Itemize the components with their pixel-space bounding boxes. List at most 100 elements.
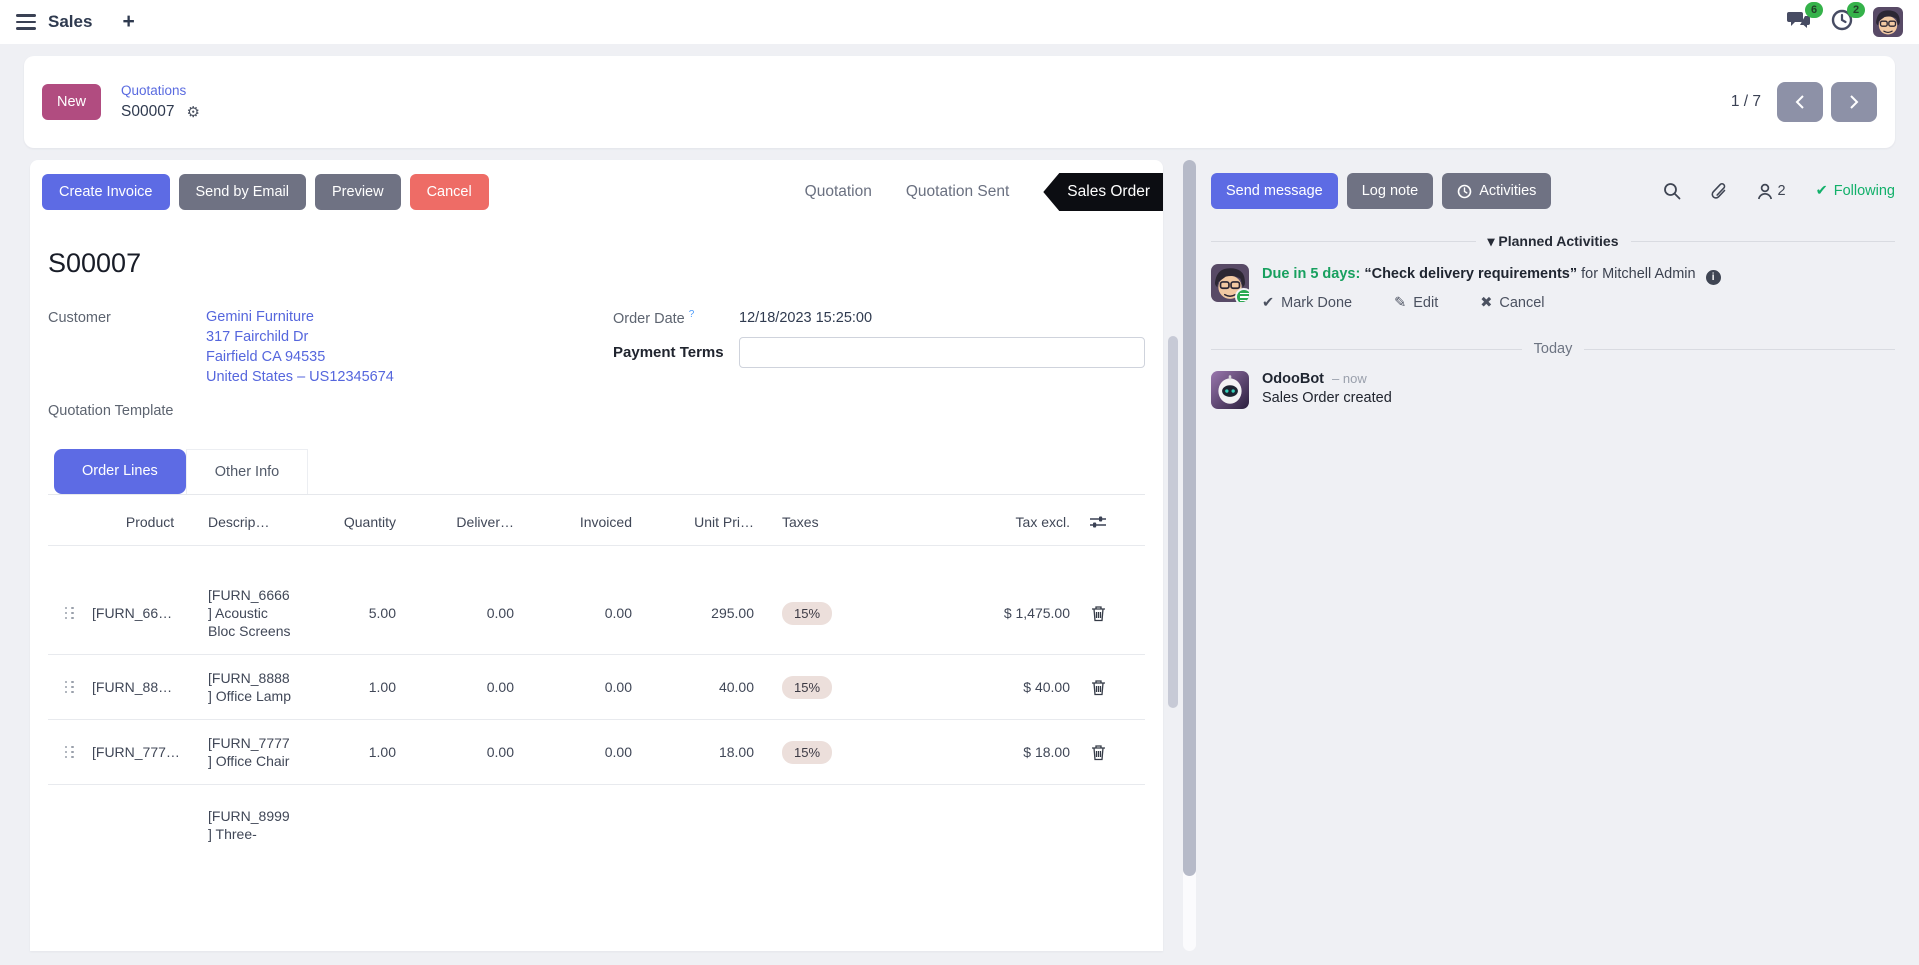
activities-clock-icon[interactable]: 2	[1831, 1, 1865, 36]
customer-label: Customer	[48, 310, 111, 326]
cell-invoiced[interactable]: 0.00	[604, 744, 632, 760]
followers-button[interactable]: 2	[1757, 183, 1786, 200]
message-author[interactable]: OdooBot	[1262, 371, 1325, 387]
cell-product[interactable]: [FURN_88…	[92, 679, 173, 695]
tab-order-lines[interactable]: Order Lines	[54, 449, 186, 494]
activity-user-avatar[interactable]	[1211, 264, 1249, 302]
customer-name-link[interactable]: Gemini Furniture	[206, 309, 314, 325]
create-invoice-button[interactable]: Create Invoice	[42, 174, 170, 210]
customer-address-country[interactable]: United States – US12345674	[206, 369, 394, 385]
table-row[interactable]: [FURN_8999] Three-	[48, 785, 1145, 857]
cell-description[interactable]: [FURN_6666] Acoustic Bloc Screens	[208, 587, 291, 639]
cell-unit-price[interactable]: 295.00	[711, 605, 754, 621]
delete-row-button[interactable]	[1091, 744, 1106, 761]
chatter-message[interactable]: OdooBot – now Sales Order created	[1211, 371, 1895, 409]
following-button[interactable]: ✔ Following	[1815, 183, 1895, 199]
tab-other-info[interactable]: Other Info	[185, 449, 309, 494]
cell-invoiced[interactable]: 0.00	[604, 605, 632, 621]
cancel-activity-button[interactable]: ✖ Cancel	[1480, 295, 1545, 311]
payment-terms-label: Payment Terms	[613, 343, 724, 361]
cell-description[interactable]: [FURN_8888] Office Lamp	[208, 670, 292, 704]
edit-activity-button[interactable]: ✎ Edit	[1394, 295, 1439, 311]
delete-row-button[interactable]	[1091, 605, 1106, 622]
cell-unit-price[interactable]: 40.00	[718, 679, 754, 695]
page-scrollbar-track[interactable]	[1183, 160, 1196, 951]
table-row[interactable]: [FURN_88… [FURN_8888] Office Lamp 1.00 0…	[48, 655, 1145, 720]
help-icon[interactable]: ?	[688, 309, 695, 320]
cell-description[interactable]: [FURN_8999] Three-	[208, 808, 290, 842]
page-scrollbar-thumb[interactable]	[1183, 160, 1196, 876]
cell-product[interactable]: [FURN_66…	[92, 605, 173, 621]
col-unit-price[interactable]: Unit Pri…	[694, 514, 754, 530]
col-taxes[interactable]: Taxes	[782, 514, 819, 530]
drag-handle-icon[interactable]	[64, 606, 76, 620]
status-step-sales-order-active[interactable]: Sales Order	[1043, 173, 1163, 211]
sheet-scrollbar-thumb[interactable]	[1168, 336, 1178, 708]
cell-tax-excl: $ 40.00	[1023, 679, 1070, 695]
activity-summary[interactable]: “Check delivery requirements”	[1364, 266, 1578, 282]
info-icon[interactable]: i	[1705, 270, 1721, 285]
activity-assignee: for Mitchell Admin	[1581, 266, 1696, 282]
chevron-left-icon	[1795, 95, 1804, 109]
user-avatar[interactable]	[1873, 7, 1903, 37]
cell-delivered[interactable]: 0.00	[486, 744, 514, 760]
action-toolbar: Create Invoice Send by Email Preview Can…	[30, 160, 1163, 224]
planned-activities-header[interactable]: ▾ Planned Activities	[1487, 233, 1619, 249]
tax-badge[interactable]: 15%	[782, 601, 833, 625]
status-step-quotation[interactable]: Quotation	[804, 183, 872, 200]
pager-previous-button[interactable]	[1777, 82, 1823, 122]
cell-product[interactable]	[92, 807, 208, 835]
cell-quantity[interactable]: 1.00	[368, 744, 396, 760]
col-tax-excl[interactable]: Tax excl.	[1015, 514, 1070, 530]
customer-address-street[interactable]: 317 Fairchild Dr	[206, 329, 309, 345]
message-timestamp: – now	[1332, 371, 1367, 386]
pager-next-button[interactable]	[1831, 82, 1877, 122]
cell-description[interactable]: [FURN_7777] Office Chair	[208, 735, 290, 769]
tax-badge[interactable]: 15%	[782, 740, 833, 764]
new-button[interactable]: New	[42, 84, 102, 120]
mark-done-button[interactable]: ✔ Mark Done	[1262, 295, 1353, 311]
table-row[interactable]: [FURN_66… [FURN_6666] Acoustic Bloc Scre…	[48, 546, 1145, 655]
attachments-button[interactable]	[1711, 182, 1727, 200]
optional-columns-button[interactable]	[1089, 514, 1107, 530]
send-by-email-button[interactable]: Send by Email	[178, 174, 306, 210]
search-messages-button[interactable]	[1663, 182, 1681, 200]
status-step-quotation-sent[interactable]: Quotation Sent	[905, 183, 1010, 200]
col-product[interactable]: Product	[125, 514, 175, 530]
drag-handle-icon[interactable]	[64, 745, 76, 759]
app-name[interactable]: Sales	[48, 12, 93, 31]
person-icon	[1757, 183, 1772, 199]
col-invoiced[interactable]: Invoiced	[579, 514, 632, 530]
activities-button[interactable]: Activities	[1442, 173, 1552, 209]
customer-address-city[interactable]: Fairfield CA 94535	[206, 349, 326, 365]
cell-quantity[interactable]: 1.00	[368, 679, 396, 695]
cell-delivered[interactable]: 0.00	[486, 605, 514, 621]
cell-delivered[interactable]: 0.00	[486, 679, 514, 695]
preview-button[interactable]: Preview	[315, 174, 401, 210]
cancel-button[interactable]: Cancel	[409, 174, 489, 210]
table-row[interactable]: [FURN_777… [FURN_7777] Office Chair 1.00…	[48, 720, 1145, 785]
col-description[interactable]: Descrip…	[208, 514, 270, 530]
cell-unit-price[interactable]: 18.00	[718, 744, 754, 760]
cell-product[interactable]: [FURN_777…	[92, 744, 180, 760]
col-delivered[interactable]: Deliver…	[456, 514, 514, 530]
col-quantity[interactable]: Quantity	[343, 514, 396, 530]
sheet-scrollbar-track[interactable]	[1168, 160, 1178, 951]
gear-icon[interactable]: ⚙	[186, 104, 200, 121]
messages-icon[interactable]: 6	[1787, 1, 1823, 36]
breadcrumb-quotations-link[interactable]: Quotations	[121, 83, 187, 98]
delete-row-button[interactable]	[1091, 679, 1106, 696]
hamburger-menu-icon[interactable]	[16, 14, 36, 30]
order-date-label: Order Date ?	[613, 309, 695, 327]
cell-invoiced[interactable]: 0.00	[604, 679, 632, 695]
tax-badge[interactable]: 15%	[782, 675, 833, 699]
payment-terms-input[interactable]	[739, 336, 1145, 368]
drag-handle-icon[interactable]	[64, 680, 76, 694]
cell-quantity[interactable]: 5.00	[368, 605, 396, 621]
order-date-value[interactable]: 12/18/2023 15:25:00	[739, 309, 873, 326]
log-note-button[interactable]: Log note	[1346, 173, 1434, 209]
send-message-button[interactable]: Send message	[1211, 173, 1338, 209]
activity-type-badge-icon	[1235, 288, 1249, 302]
paperclip-icon	[1711, 183, 1725, 199]
new-tab-plus-icon[interactable]: +	[122, 10, 135, 33]
